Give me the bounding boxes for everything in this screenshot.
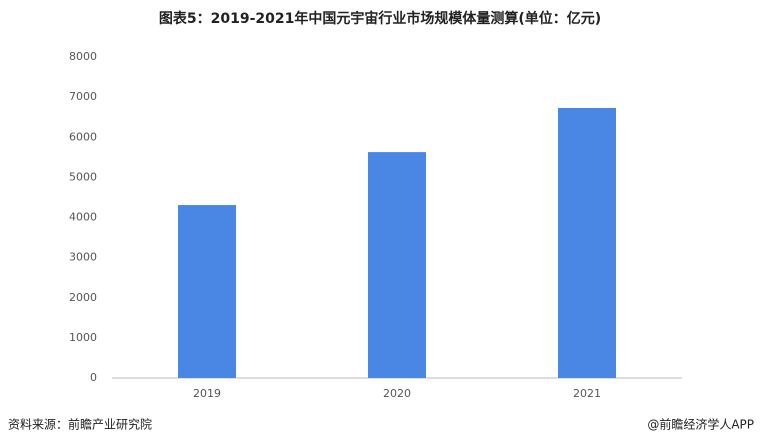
y-tick-label: 5000: [69, 170, 97, 183]
y-tick-label: 7000: [69, 90, 97, 103]
bar: [368, 152, 426, 378]
source: 资料来源：前瞻产业研究院: [8, 417, 152, 432]
bar: [558, 107, 616, 379]
y-tick-label: 8000: [69, 50, 97, 63]
y-tick-label: 0: [90, 371, 97, 384]
y-tick-label: 3000: [69, 251, 97, 264]
x-tick-label: 2020: [383, 387, 411, 400]
y-tick-label: 6000: [69, 130, 97, 143]
chart-title: 图表5：2019-2021年中国元宇宙行业市场规模体量测算(单位：亿元): [159, 10, 601, 27]
credit: @前瞻经济学人APP: [647, 417, 754, 432]
x-tick-label: 2019: [193, 387, 221, 400]
y-tick-label: 2000: [69, 291, 97, 304]
x-tick-label: 2021: [573, 387, 601, 400]
bar: [178, 205, 236, 378]
y-tick-label: 4000: [69, 211, 97, 224]
y-tick-label: 1000: [69, 331, 97, 344]
